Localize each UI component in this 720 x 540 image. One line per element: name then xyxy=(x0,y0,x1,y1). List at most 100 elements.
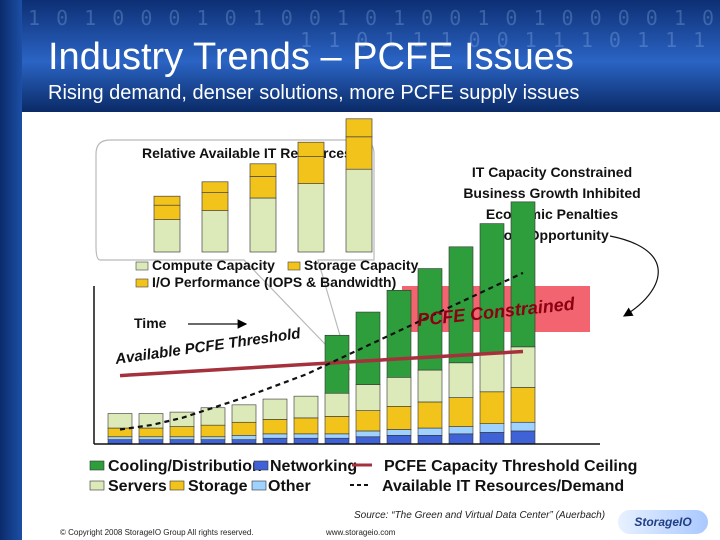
legend-label: Cooling/Distribution xyxy=(108,458,262,475)
main-bar xyxy=(479,353,505,393)
main-bar xyxy=(448,246,474,364)
legend-label: Available IT Resources/Demand xyxy=(382,478,624,495)
legend-swatch xyxy=(253,460,269,471)
binary-line: 1 0 1 0 0 0 1 0 1 0 0 1 0 1 0 0 1 0 1 0 … xyxy=(28,6,720,30)
inset-bar xyxy=(153,204,181,220)
main-bar xyxy=(200,407,226,426)
main-bar xyxy=(324,392,350,417)
main-bar xyxy=(324,437,350,445)
main-bar xyxy=(107,413,133,429)
storageio-logo: StorageIO xyxy=(618,510,708,534)
inset-bar xyxy=(345,136,373,170)
main-bar xyxy=(169,411,195,427)
inset-bar xyxy=(345,168,373,253)
page-title: Industry Trends – PCFE Issues xyxy=(48,36,574,78)
main-bar xyxy=(262,433,288,439)
main-bar xyxy=(479,432,505,445)
main-bar xyxy=(293,433,319,439)
legend-label: Other xyxy=(268,478,311,495)
inset-bar xyxy=(153,219,181,253)
source-citation: Source: “The Green and Virtual Data Cent… xyxy=(354,510,606,521)
demand-curve xyxy=(119,271,524,431)
main-bar xyxy=(231,421,257,436)
inset-legend-label: Compute Capacity xyxy=(152,257,275,273)
main-bar xyxy=(324,433,350,439)
inset-legend-label: I/O Performance (IOPS & Bandwidth) xyxy=(152,274,396,290)
main-bar xyxy=(386,376,412,407)
inset-bar xyxy=(249,197,277,253)
inset-bar xyxy=(297,183,325,253)
main-bar xyxy=(293,417,319,435)
callout-bullet: Business Growth Inhibited xyxy=(463,185,640,201)
callout-bullet: Economic Penalties xyxy=(486,206,618,222)
curve-arrow xyxy=(609,235,659,317)
main-bar xyxy=(448,397,474,427)
main-bar xyxy=(169,436,195,440)
main-bar xyxy=(355,430,381,438)
left-band xyxy=(0,0,22,540)
main-bar xyxy=(293,437,319,445)
main-bar xyxy=(510,421,536,432)
main-bar xyxy=(169,426,195,438)
main-bar xyxy=(107,436,133,440)
legend-swatch xyxy=(135,261,149,271)
inset-bar xyxy=(249,163,277,177)
inset-bar xyxy=(201,192,229,211)
header xyxy=(22,0,720,112)
main-bars-group xyxy=(93,201,600,445)
main-bar xyxy=(262,419,288,435)
legend-label: Networking xyxy=(270,458,357,475)
main-bar xyxy=(355,436,381,445)
main-bar xyxy=(417,434,443,445)
inset-bar xyxy=(153,195,181,206)
main-bar xyxy=(262,437,288,445)
main-bar xyxy=(355,410,381,432)
inset-bar xyxy=(345,118,373,138)
threshold-line xyxy=(119,349,524,378)
inset-bar xyxy=(249,176,277,199)
main-bar xyxy=(386,434,412,445)
legend-swatch xyxy=(135,278,149,288)
legend-label: PCFE Capacity Threshold Ceiling xyxy=(384,458,637,475)
main-bar xyxy=(386,429,412,436)
legend-swatch xyxy=(89,480,105,491)
main-bar xyxy=(262,398,288,420)
main-bar xyxy=(479,223,505,355)
main-bar xyxy=(448,362,474,398)
main-bar xyxy=(448,426,474,435)
main-bar xyxy=(324,416,350,435)
main-bar xyxy=(293,395,319,419)
legend-label: Storage xyxy=(188,478,248,495)
main-bar xyxy=(355,384,381,411)
main-bar xyxy=(386,405,412,430)
main-bar xyxy=(510,387,536,423)
main-bar xyxy=(510,430,536,445)
main-bar xyxy=(200,424,226,438)
threshold-label: Available PCFE Threshold xyxy=(113,325,302,368)
footer-bar xyxy=(22,500,720,540)
main-bar xyxy=(417,369,443,403)
website-link[interactable]: www.storageio.com xyxy=(326,528,396,537)
page-subtitle: Rising demand, denser solutions, more PC… xyxy=(48,82,580,104)
inset-bar xyxy=(297,156,325,184)
main-bar xyxy=(417,401,443,429)
main-bar xyxy=(479,391,505,424)
inset-bar xyxy=(201,181,229,193)
legend-swatch xyxy=(169,480,185,491)
inset-bar xyxy=(201,210,229,253)
legend-swatch xyxy=(251,480,267,491)
callout-bullet: IT Capacity Constrained xyxy=(472,164,632,180)
legend-label: Servers xyxy=(108,478,167,495)
main-bar xyxy=(479,423,505,433)
binary-line: 1 1 0 1 1 1 0 0 1 1 1 0 1 1 1 1 1 0 0 1 … xyxy=(300,28,720,52)
main-bar xyxy=(448,433,474,445)
inset-legend-label: Storage Capacity xyxy=(304,257,419,273)
main-bar xyxy=(231,404,257,423)
inset-bar xyxy=(297,141,325,157)
legend-group: Cooling/Distribution Networking PCFE Capac… xyxy=(89,458,637,495)
main-bar xyxy=(231,434,257,440)
legend-swatch xyxy=(89,460,105,471)
